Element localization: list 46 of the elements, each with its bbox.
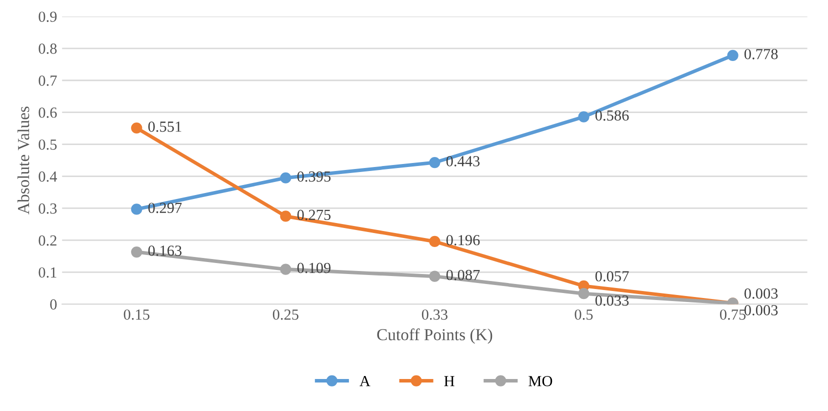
point: [131, 246, 142, 258]
legend-label: H: [444, 376, 454, 386]
data-label: 0.003: [744, 305, 778, 316]
point: [429, 156, 440, 168]
data-label: 0.163: [148, 246, 182, 256]
data-label: 0.109: [297, 262, 331, 274]
x-tick-label: 0.75: [720, 309, 746, 320]
data-label: 0.196: [446, 235, 480, 246]
data-label: 0.586: [595, 110, 629, 121]
x-tick-label: 0.33: [422, 309, 448, 320]
point: [280, 172, 292, 184]
point: [578, 288, 590, 300]
data-label: 0.057: [595, 271, 629, 282]
y-tick-label: 0.9: [38, 12, 57, 22]
data-label: 0.443: [446, 156, 480, 166]
y-tick-label: 0.8: [38, 44, 57, 54]
point: [578, 111, 590, 122]
y-axis-title: Absolute Values: [17, 106, 30, 214]
x-tick-label: 0.25: [272, 309, 298, 320]
data-label: 0.087: [446, 270, 480, 280]
point: [280, 264, 292, 275]
data-label: 0.275: [297, 210, 331, 220]
point: [131, 204, 142, 215]
legend-label: MO: [528, 376, 552, 386]
x-tick-label: 0.5: [574, 309, 593, 320]
data-label: 0.551: [148, 122, 182, 132]
x-axis-title: Cutoff Points (K): [377, 328, 492, 344]
data-label: 0.778: [744, 48, 778, 60]
y-tick-label: 0: [50, 299, 57, 310]
point: [429, 270, 440, 282]
y-tick-label: 0.2: [38, 235, 56, 246]
y-tick-label: 0.1: [38, 267, 56, 278]
point: [727, 50, 738, 61]
y-tick-label: 0.3: [38, 203, 57, 214]
y-tick-label: 0.6: [38, 107, 57, 118]
point: [131, 122, 142, 134]
legend-label: A: [360, 376, 370, 386]
data-label: 0.297: [148, 202, 182, 214]
y-tick-label: 0.7: [38, 76, 57, 86]
point: [429, 236, 440, 248]
y-tick-label: 0.4: [38, 171, 57, 182]
data-label: 0.033: [595, 295, 629, 306]
x-tick-label: 0.15: [124, 309, 150, 320]
data-label: 0.003: [744, 288, 778, 299]
point: [280, 210, 292, 222]
y-tick-label: 0.5: [38, 139, 57, 150]
